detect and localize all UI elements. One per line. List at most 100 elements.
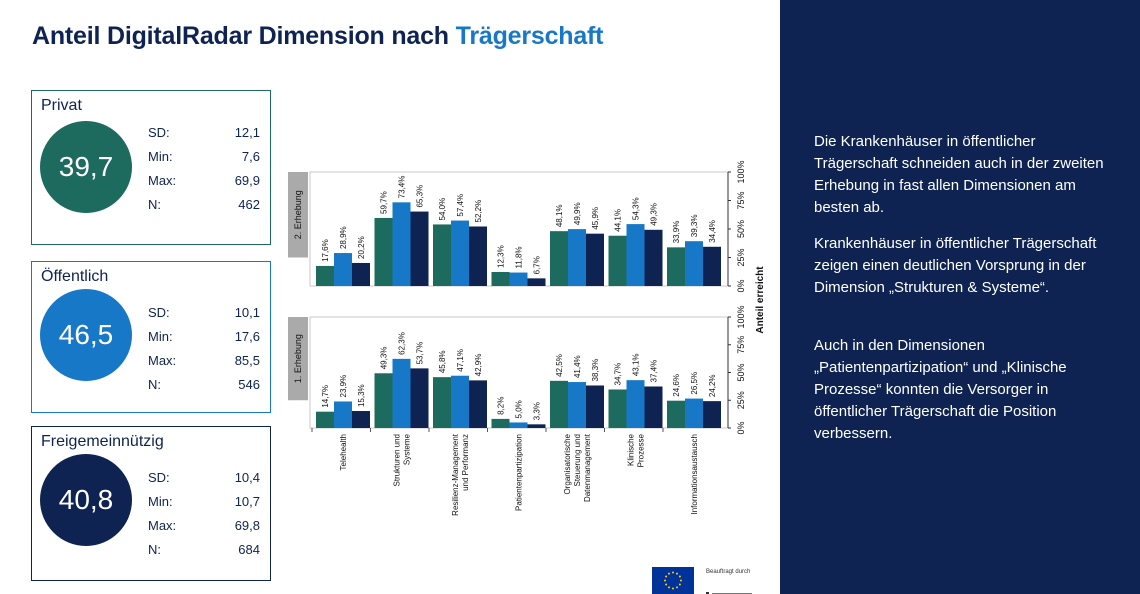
y-tick-label: 25% — [736, 391, 746, 409]
score-value: 39,7 — [58, 151, 114, 182]
bar — [316, 411, 334, 428]
stats-list: SD: 12,1 Min: 7,6 Max: 69,9 N: 462 — [148, 120, 260, 216]
bar — [509, 272, 528, 286]
info-paragraph-1: Die Krankenhäuser in öffentlicher Träger… — [814, 133, 1104, 216]
data-label: 5,0% — [515, 400, 524, 418]
data-label: 41,4% — [573, 355, 582, 378]
data-label: 49,9% — [573, 202, 582, 225]
bar — [410, 368, 429, 428]
bar — [433, 377, 451, 428]
data-label: 8,2% — [497, 397, 506, 415]
score-value: 46,5 — [58, 319, 114, 350]
category-label: Resilienz-Management — [451, 433, 460, 516]
bar — [685, 241, 703, 286]
y-tick-label: 0% — [736, 279, 746, 292]
score-circle: 39,7 — [40, 121, 132, 213]
data-label: 54,0% — [438, 198, 447, 221]
y-tick-label: 25% — [736, 248, 746, 266]
bar — [469, 226, 487, 286]
stat-n: N: 684 — [148, 541, 260, 557]
data-label: 65,3% — [416, 185, 425, 208]
data-label: 52,2% — [474, 200, 483, 223]
data-label: 62,3% — [398, 332, 407, 355]
stat-max: Max: 69,8 — [148, 517, 260, 533]
y-tick-label: 75% — [736, 336, 746, 354]
stat-sd: SD: 12,1 — [148, 124, 260, 140]
data-label: 42,5% — [555, 354, 564, 377]
data-label: 57,4% — [456, 194, 465, 217]
bar — [586, 233, 604, 286]
score-circle: 46,5 — [40, 289, 132, 381]
score-circle: 40,8 — [40, 454, 132, 546]
data-label: 11,8% — [515, 246, 524, 268]
data-label: 34,7% — [614, 363, 623, 386]
data-label: 37,4% — [650, 360, 659, 383]
category-label: Organisatorische — [563, 433, 572, 494]
panel-band — [288, 172, 308, 258]
bar — [316, 265, 334, 286]
funded-by-label: Beauftragt durch — [706, 569, 751, 575]
data-label: 23,9% — [339, 375, 348, 398]
ministry-logo-icon — [706, 586, 756, 594]
bar — [352, 411, 370, 428]
stat-max: Max: 69,9 — [148, 172, 260, 188]
data-label: 42,9% — [474, 354, 483, 377]
bar — [685, 398, 703, 428]
bar — [667, 400, 685, 428]
info-paragraph-3: Auch in den Dimensionen „Patientenpartiz… — [814, 337, 1067, 442]
bar — [374, 217, 393, 286]
bar — [550, 380, 568, 428]
page-title: Anteil DigitalRadar Dimension nach Träge… — [32, 22, 604, 50]
data-label: 39,3% — [690, 215, 699, 238]
card-label: Öffentlich — [41, 268, 109, 285]
bar — [667, 247, 685, 286]
stat-sd: SD: 10,4 — [148, 469, 260, 485]
stat-min: Min: 10,7 — [148, 493, 260, 509]
stat-n: N: 546 — [148, 376, 260, 392]
y-tick-label: 0% — [736, 421, 746, 434]
data-label: 15,3% — [357, 384, 366, 407]
category-label: Klinische — [627, 433, 636, 466]
data-label: 53,7% — [416, 342, 425, 365]
stats-list: SD: 10,4 Min: 10,7 Max: 69,8 N: 684 — [148, 465, 260, 561]
stat-min: Min: 7,6 — [148, 148, 260, 164]
bar — [451, 220, 469, 286]
bar-chart: 2. Erhebung 0% 25% 50% 75% 100% 17,6% 59,7% 54,0… — [288, 160, 766, 516]
bar — [334, 253, 352, 286]
category-label: Telehealth — [339, 434, 348, 470]
stat-max: Max: 85,5 — [148, 352, 260, 368]
bar — [451, 375, 469, 428]
bar — [608, 235, 627, 286]
bar — [644, 229, 663, 286]
data-label: 38,3% — [591, 359, 600, 382]
category-label: Datenmanagement — [583, 433, 592, 502]
data-label: 34,4% — [708, 220, 717, 243]
bar — [568, 229, 586, 286]
data-label: 24,6% — [672, 374, 681, 397]
bar — [568, 382, 586, 428]
panel-band — [288, 317, 308, 401]
bar — [586, 385, 604, 428]
data-label: 12,3% — [497, 245, 506, 268]
card-privat: Privat 39,7 SD: 12,1 Min: 7,6 Max: 69,9 N: 4… — [31, 90, 271, 245]
data-label: 73,4% — [398, 176, 407, 199]
data-label: 6,7% — [533, 256, 542, 274]
data-label: 43,1% — [632, 353, 641, 376]
bar — [703, 246, 721, 286]
bar — [644, 386, 663, 428]
bar — [527, 424, 546, 428]
y-tick-label: 50% — [736, 363, 746, 381]
data-label: 48,1% — [555, 204, 564, 227]
category-label: Steuerung und — [573, 434, 582, 487]
bar — [410, 211, 429, 286]
card-oeffentlich: Öffentlich 46,5 SD: 10,1 Min: 17,6 Max: 85,… — [31, 261, 271, 413]
y-tick-label: 100% — [736, 305, 746, 328]
data-label: 49,3% — [650, 203, 659, 226]
data-label: 17,6% — [321, 239, 330, 262]
panel-name: 1. Erhebung — [293, 334, 303, 383]
bar — [433, 224, 451, 286]
category-label: Patientenpartizipation — [515, 434, 524, 511]
card-label: Privat — [41, 97, 82, 114]
data-label: 33,9% — [672, 221, 681, 244]
category-label: Prozesse — [637, 433, 646, 467]
